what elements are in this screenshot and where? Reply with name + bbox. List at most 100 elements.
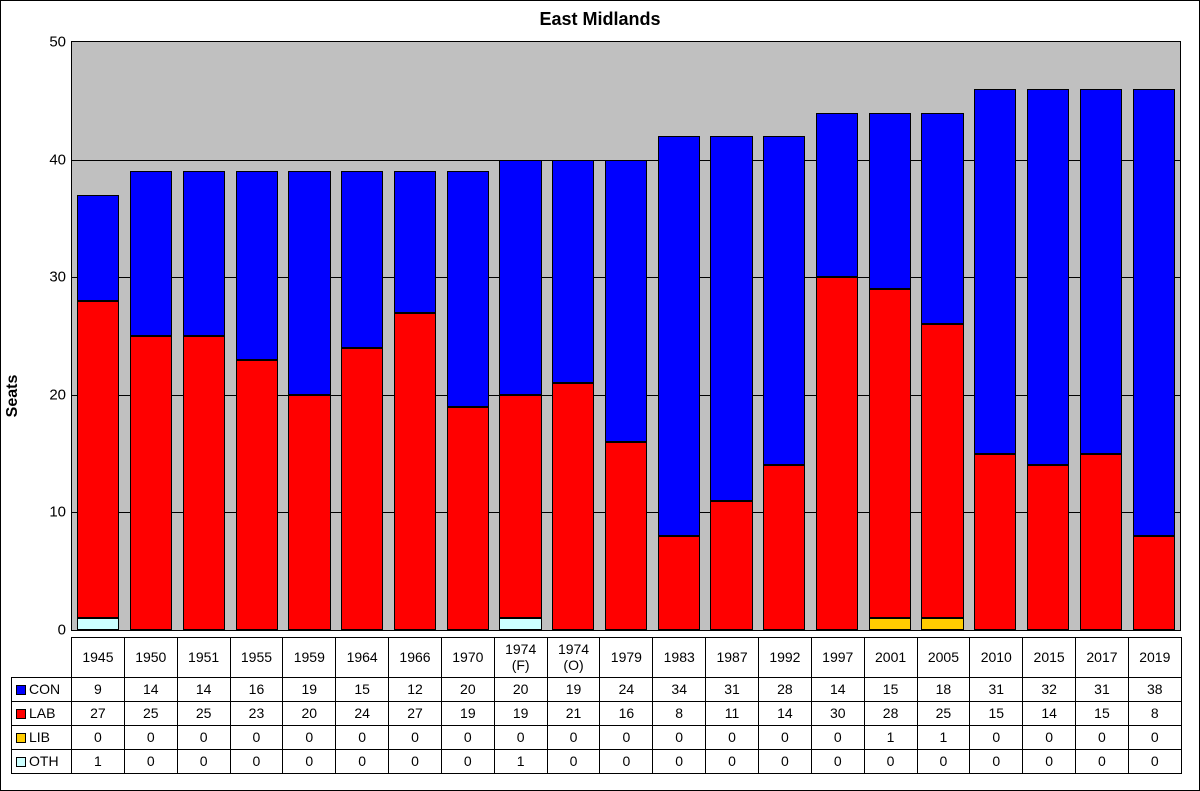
table-cell: 34 [653,678,706,702]
bar-segment-con [974,89,1016,454]
bar-segment-con [236,171,278,359]
table-header-row: 194519501951195519591964196619701974(F)1… [12,638,1182,678]
y-tick-label: 30 [49,269,66,286]
category-label: 1950 [124,638,177,678]
bar-segment-con [130,171,172,336]
table-cell: 0 [970,750,1023,774]
table-cell: 0 [1128,750,1181,774]
table-cell: 31 [1076,678,1129,702]
table-cell: 1 [72,750,125,774]
category-label: 1945 [72,638,125,678]
table-cell: 0 [1023,726,1076,750]
bar-stack [869,113,911,630]
bar-stack [1027,89,1069,630]
legend-swatch [16,757,26,767]
bar-segment-lab [341,348,383,630]
table-cell: 25 [124,702,177,726]
bar-column [705,42,758,630]
table-cell: 19 [494,702,547,726]
legend-swatch [16,733,26,743]
bar-stack [974,89,1016,630]
plot-area: 01020304050 [71,41,1181,631]
table-cell: 16 [230,678,283,702]
table-cell: 0 [600,750,653,774]
bar-segment-lab [763,465,805,630]
bar-segment-con [710,136,752,501]
table-cell: 15 [1076,702,1129,726]
table-cell: 0 [653,726,706,750]
bar-stack [605,160,647,630]
table-cell: 0 [758,726,811,750]
bar-segment-oth [77,618,119,630]
bar-column [283,42,336,630]
table-cell: 0 [706,750,759,774]
category-label: 1983 [653,638,706,678]
category-label: 1964 [336,638,389,678]
bar-stack [288,171,330,630]
bar-stack [77,195,119,630]
bar-segment-con [183,171,225,336]
legend-cell-con: CON [12,678,72,702]
bar-column [125,42,178,630]
bar-stack [1080,89,1122,630]
bar-segment-con [605,160,647,442]
data-table: 194519501951195519591964196619701974(F)1… [11,637,1182,774]
bar-column [600,42,653,630]
table-cell: 28 [758,678,811,702]
bar-segment-con [1080,89,1122,454]
table-cell: 0 [177,726,230,750]
table-cell: 25 [177,702,230,726]
table-cell: 0 [1076,750,1129,774]
legend-label: LIB [29,729,50,745]
bar-column [494,42,547,630]
category-label: 1974(O) [547,638,600,678]
table-row: OTH100000001000000000000 [12,750,1182,774]
bar-stack [183,171,225,630]
table-cell: 0 [124,726,177,750]
table-cell: 0 [336,750,389,774]
bar-column [230,42,283,630]
legend-label: LAB [29,705,55,721]
table-cell: 0 [389,726,442,750]
table-cell: 0 [917,750,970,774]
table-cell: 0 [1023,750,1076,774]
table-cell: 0 [124,750,177,774]
table-cell: 28 [864,702,917,726]
bar-segment-lab [1080,454,1122,630]
table-cell: 0 [283,726,336,750]
bar-stack [341,171,383,630]
bar-column [1022,42,1075,630]
category-label: 1966 [389,638,442,678]
legend-label: CON [29,681,60,697]
table-cell: 19 [547,678,600,702]
table-cell: 15 [970,702,1023,726]
table-cell: 16 [600,702,653,726]
table-cell: 0 [600,726,653,750]
y-axis-label: Seats [4,374,22,417]
table-cell: 14 [1023,702,1076,726]
bar-segment-con [499,160,541,395]
bar-stack [447,171,489,630]
table-cell: 0 [230,726,283,750]
table-row: CON9141416191512202019243431281415183132… [12,678,1182,702]
table-cell: 21 [547,702,600,726]
bar-segment-lib [869,618,911,630]
table-cell: 0 [758,750,811,774]
legend-cell-lab: LAB [12,702,72,726]
bar-stack [921,113,963,630]
table-cell: 31 [706,678,759,702]
bar-segment-lib [921,618,963,630]
bar-segment-con [552,160,594,383]
bar-column [863,42,916,630]
table-cell: 1 [917,726,970,750]
bar-column [1074,42,1127,630]
bar-segment-lab [183,336,225,630]
chart-title: East Midlands [1,9,1199,30]
table-cell: 0 [336,726,389,750]
table-cell: 20 [494,678,547,702]
bar-stack [499,160,541,630]
table-cell: 0 [283,750,336,774]
bar-segment-lab [130,336,172,630]
table-cell: 0 [653,750,706,774]
legend-swatch [16,685,26,695]
